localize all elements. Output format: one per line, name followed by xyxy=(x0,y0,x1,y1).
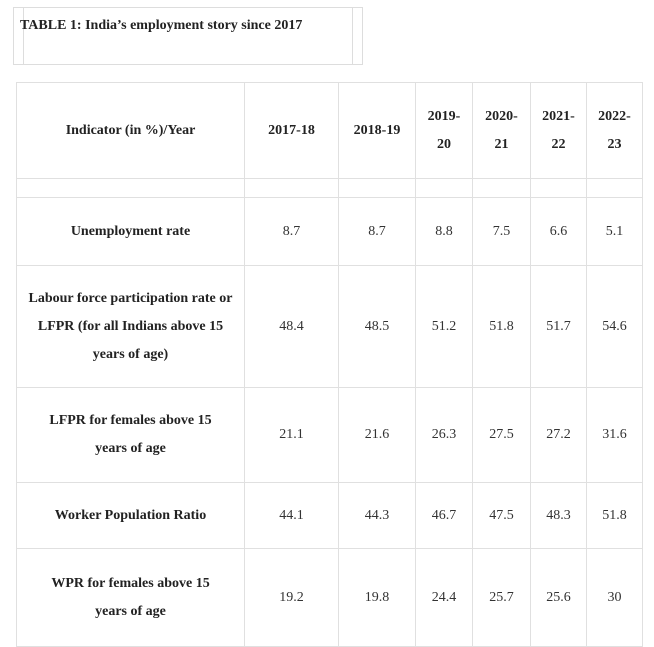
header-year: 2020-21 xyxy=(472,82,531,179)
table-row: Unemployment rate 8.7 8.7 8.8 7.5 6.6 5.… xyxy=(16,197,643,266)
cell-value: 46.7 xyxy=(415,482,473,549)
cell-value: 48.5 xyxy=(338,265,416,388)
cell-value: 48.4 xyxy=(244,265,339,388)
table-caption-box: TABLE 1: India’s employment story since … xyxy=(13,7,363,65)
cell-value: 30 xyxy=(586,548,643,647)
cell-value: 47.5 xyxy=(472,482,531,549)
empty-row xyxy=(16,178,643,198)
cell-value: 44.3 xyxy=(338,482,416,549)
cell-value: 5.1 xyxy=(586,197,643,266)
cell-value: 25.6 xyxy=(530,548,587,647)
row-label: Labour force participation rate or LFPR … xyxy=(16,265,245,388)
cell-value: 6.6 xyxy=(530,197,587,266)
cell-value: 27.2 xyxy=(530,387,587,483)
cell-value: 44.1 xyxy=(244,482,339,549)
row-label: Worker Population Ratio xyxy=(16,482,245,549)
table-row: Worker Population Ratio 44.1 44.3 46.7 4… xyxy=(16,482,643,549)
table-row: WPR for females above 15 years of age 19… xyxy=(16,548,643,647)
header-year: 2019-20 xyxy=(415,82,473,179)
table-row: Labour force participation rate or LFPR … xyxy=(16,265,643,388)
header-row: Indicator (in %)/Year 2017-18 2018-19 20… xyxy=(16,82,643,179)
empty-cell xyxy=(472,178,531,198)
table-title: TABLE 1: India’s employment story since … xyxy=(20,18,303,33)
empty-cell xyxy=(586,178,643,198)
cell-value: 27.5 xyxy=(472,387,531,483)
header-year: 2021-22 xyxy=(530,82,587,179)
cell-value: 19.2 xyxy=(244,548,339,647)
empty-cell xyxy=(530,178,587,198)
cell-value: 48.3 xyxy=(530,482,587,549)
caption-inner-border xyxy=(23,8,353,64)
header-indicator: Indicator (in %)/Year xyxy=(16,82,245,179)
header-year: 2022-23 xyxy=(586,82,643,179)
cell-value: 54.6 xyxy=(586,265,643,388)
cell-value: 25.7 xyxy=(472,548,531,647)
table-row: LFPR for females above 15 years of age 2… xyxy=(16,387,643,483)
cell-value: 8.7 xyxy=(338,197,416,266)
cell-value: 31.6 xyxy=(586,387,643,483)
header-year: 2018-19 xyxy=(338,82,416,179)
cell-value: 51.8 xyxy=(472,265,531,388)
cell-value: 51.8 xyxy=(586,482,643,549)
cell-value: 21.1 xyxy=(244,387,339,483)
cell-value: 24.4 xyxy=(415,548,473,647)
row-label: Unemployment rate xyxy=(16,197,245,266)
empty-cell xyxy=(244,178,339,198)
cell-value: 51.7 xyxy=(530,265,587,388)
cell-value: 51.2 xyxy=(415,265,473,388)
cell-value: 19.8 xyxy=(338,548,416,647)
cell-value: 21.6 xyxy=(338,387,416,483)
empty-cell xyxy=(16,178,245,198)
row-label: WPR for females above 15 years of age xyxy=(16,548,245,647)
cell-value: 8.8 xyxy=(415,197,473,266)
empty-cell xyxy=(338,178,416,198)
cell-value: 26.3 xyxy=(415,387,473,483)
header-year: 2017-18 xyxy=(244,82,339,179)
empty-cell xyxy=(415,178,473,198)
cell-value: 8.7 xyxy=(244,197,339,266)
employment-table: Indicator (in %)/Year 2017-18 2018-19 20… xyxy=(16,82,643,647)
cell-value: 7.5 xyxy=(472,197,531,266)
row-label: LFPR for females above 15 years of age xyxy=(16,387,245,483)
